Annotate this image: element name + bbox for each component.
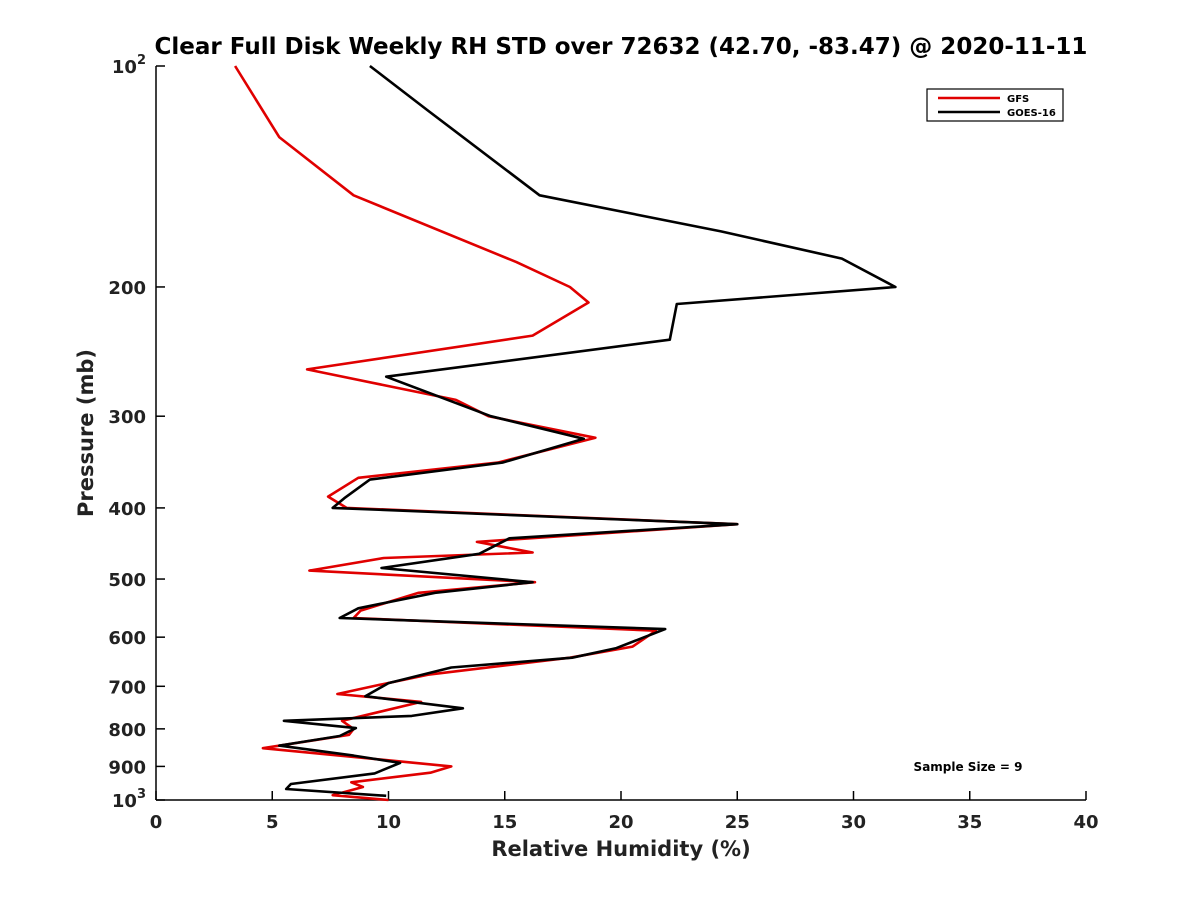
x-tick-label: 40 [1073,812,1098,833]
y-tick-label: 800 [108,720,146,741]
y-axis-label: Pressure (mb) [74,349,98,517]
y-tick-label: 200 [108,278,146,299]
y-ticks: 102 200 300 400 500 600 700 800 900 103 [108,53,165,812]
y-tick-label: 102 [112,53,146,78]
y-tick-label: 700 [108,677,146,698]
y-tick-label: 900 [108,757,146,778]
series-line-goes-16 [277,64,897,798]
x-axis-label: Relative Humidity (%) [491,837,750,861]
y-tick-label: 400 [108,499,146,520]
x-tick-label: 25 [725,812,750,833]
x-ticks: 0 5 10 15 20 25 30 35 40 [150,791,1099,833]
y-tick-label: 300 [108,407,146,428]
x-tick-label: 35 [957,812,982,833]
legend-box [926,88,1064,122]
x-tick-label: 20 [608,812,633,833]
y-tick-label: 600 [108,628,146,649]
y-tick-label: 500 [108,570,146,591]
y-tick-exponent: 2 [137,53,146,68]
x-tick-label: 30 [841,812,866,833]
plot-area [155,66,1086,801]
x-tick-label: 10 [376,812,401,833]
series-layer [233,64,897,802]
x-tick-label: 15 [492,812,517,833]
legend: GFS GOES-16 [926,88,1064,122]
legend-label: GFS [1007,94,1029,105]
y-tick-label: 103 [112,787,146,812]
sample-size-annotation: Sample Size = 9 [914,760,1023,774]
legend-label: GOES-16 [1007,108,1056,119]
chart-title: Clear Full Disk Weekly RH STD over 72632… [155,34,1088,60]
x-tick-label: 5 [266,812,279,833]
x-tick-label: 0 [150,812,163,833]
series-line-gfs [233,65,739,802]
y-tick-exponent: 3 [137,787,146,802]
